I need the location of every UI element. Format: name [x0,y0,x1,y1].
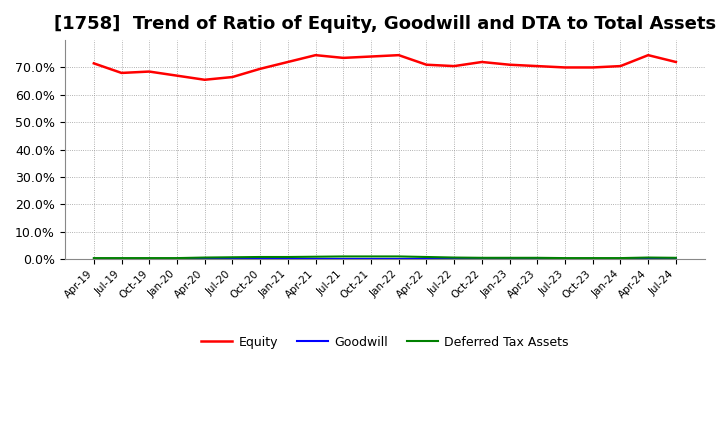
Deferred Tax Assets [366,254,375,259]
Deferred Tax Assets [616,256,625,261]
Equity [366,54,375,59]
Deferred Tax Assets [173,256,181,261]
Deferred Tax Assets [477,255,486,260]
Goodwill [284,256,292,261]
Goodwill [422,256,431,261]
Equity [533,63,541,69]
Equity [561,65,570,70]
Equity [339,55,348,61]
Equity [117,70,126,76]
Goodwill [173,256,181,261]
Equity [311,52,320,58]
Goodwill [200,256,209,261]
Deferred Tax Assets [117,256,126,261]
Equity [284,59,292,65]
Equity [256,66,264,71]
Goodwill [616,256,625,261]
Deferred Tax Assets [256,254,264,260]
Goodwill [117,256,126,261]
Goodwill [395,256,403,261]
Deferred Tax Assets [672,255,680,260]
Goodwill [89,256,98,261]
Goodwill [588,256,597,261]
Goodwill [672,256,680,261]
Deferred Tax Assets [450,255,459,260]
Goodwill [228,256,237,261]
Goodwill [505,256,514,261]
Goodwill [450,256,459,261]
Goodwill [561,256,570,261]
Deferred Tax Assets [228,255,237,260]
Equity [395,52,403,58]
Legend: Equity, Goodwill, Deferred Tax Assets: Equity, Goodwill, Deferred Tax Assets [196,331,574,354]
Equity [145,69,153,74]
Deferred Tax Assets [89,256,98,261]
Equity [505,62,514,67]
Equity [200,77,209,82]
Deferred Tax Assets [644,255,652,260]
Equity [228,74,237,80]
Deferred Tax Assets [200,255,209,260]
Line: Deferred Tax Assets: Deferred Tax Assets [94,257,676,258]
Goodwill [145,256,153,261]
Deferred Tax Assets [422,254,431,260]
Equity [672,59,680,65]
Equity [588,65,597,70]
Equity [422,62,431,67]
Equity [450,63,459,69]
Equity [477,59,486,65]
Deferred Tax Assets [145,256,153,261]
Goodwill [477,256,486,261]
Deferred Tax Assets [311,254,320,259]
Goodwill [311,256,320,261]
Deferred Tax Assets [533,255,541,260]
Deferred Tax Assets [395,254,403,259]
Goodwill [256,256,264,261]
Deferred Tax Assets [561,256,570,261]
Goodwill [339,256,348,261]
Equity [616,63,625,69]
Title: [1758]  Trend of Ratio of Equity, Goodwill and DTA to Total Assets: [1758] Trend of Ratio of Equity, Goodwil… [54,15,716,33]
Goodwill [533,256,541,261]
Deferred Tax Assets [505,255,514,260]
Deferred Tax Assets [284,254,292,260]
Equity [644,52,652,58]
Deferred Tax Assets [588,256,597,261]
Equity [173,73,181,78]
Goodwill [366,256,375,261]
Line: Equity: Equity [94,55,676,80]
Deferred Tax Assets [339,254,348,259]
Equity [89,61,98,66]
Goodwill [644,256,652,261]
